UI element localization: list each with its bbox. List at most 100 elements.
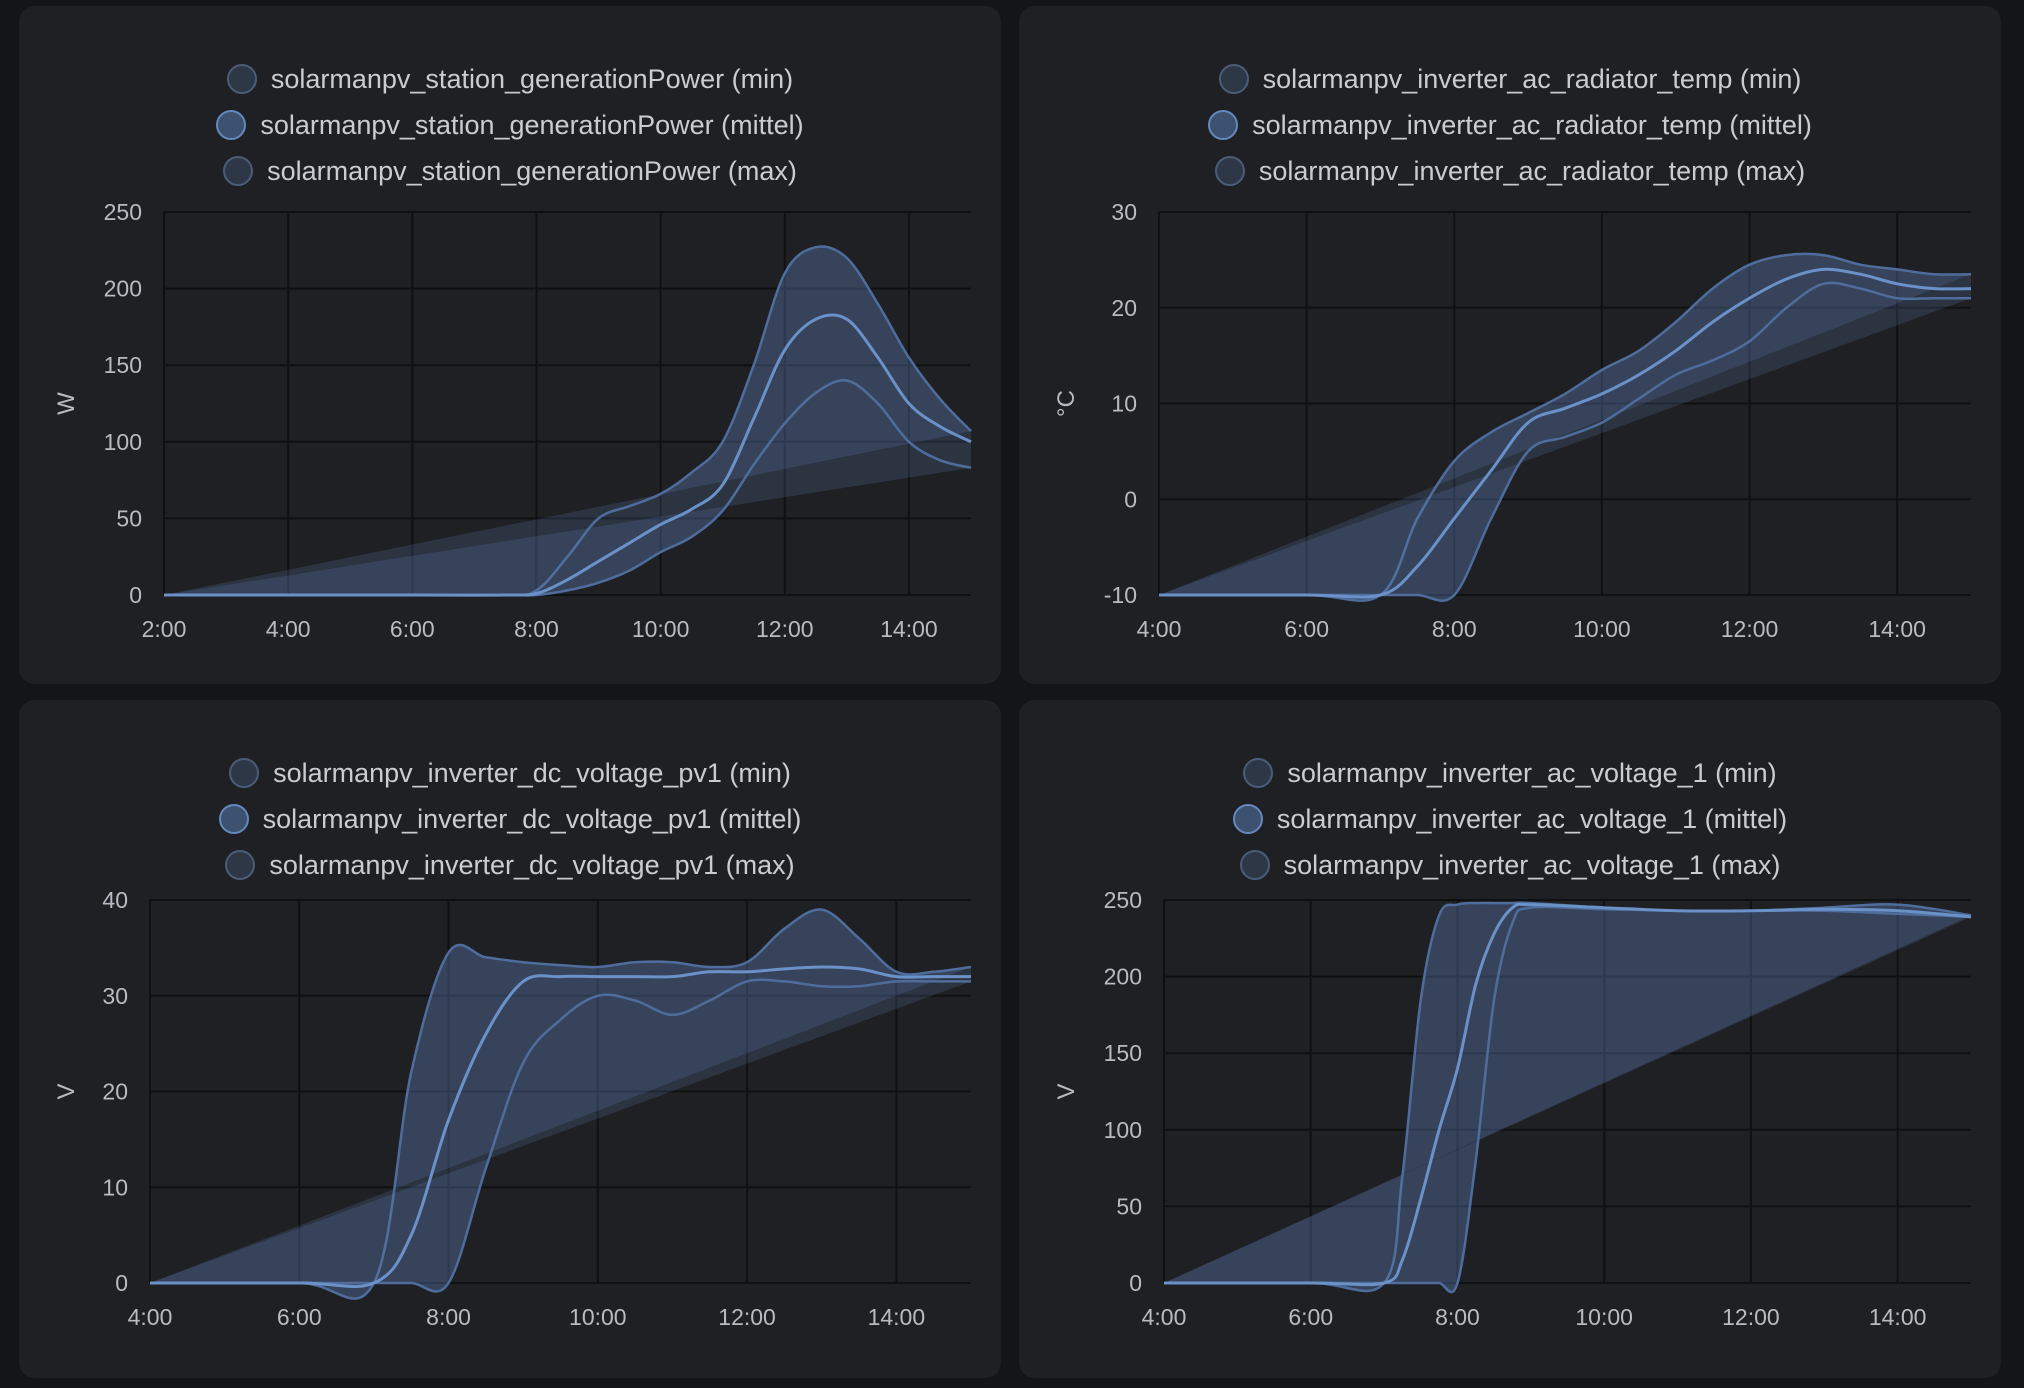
x-tick-label: 12:00 [1721,616,1779,642]
y-tick-label: 30 [1111,199,1137,225]
legend-label: solarmanpv_inverter_dc_voltage_pv1 (min) [273,757,791,788]
y-tick-label: 0 [1124,486,1137,512]
y-tick-label: 100 [104,429,142,455]
chart-plot: 0 10 20 30 40 4:00 6:00 8:00 10:00 12:00 14:00 V [53,887,972,1330]
legend-item[interactable]: solarmanpv_station_generationPower (mitt… [216,102,804,148]
series-min-line [164,378,972,597]
y-axis-label: V [1053,1083,1080,1099]
y-tick-label: 150 [104,352,142,378]
legend-item[interactable]: solarmanpv_inverter_dc_voltage_pv1 (mitt… [218,796,802,842]
legend-swatch-icon [216,110,247,140]
x-tick-label: 8:00 [1432,616,1477,642]
x-tick-label: 14:00 [868,1304,926,1330]
chart-card-ac-voltage-1: solarmanpv_inverter_ac_voltage_1 (min) so… [1019,700,2001,1378]
legend-label: solarmanpv_inverter_ac_radiator_temp (mi… [1252,109,1812,140]
chart-plot: 0 50 100 150 200 250 2:00 4:00 6:00 8:00 10:00 12:0… [53,199,972,642]
x-tick-label: 2:00 [142,616,187,642]
y-tick-label: 10 [102,1174,128,1200]
legend-item[interactable]: solarmanpv_inverter_dc_voltage_pv1 (max) [225,842,795,888]
legend-swatch-icon [226,64,257,94]
series-mittel-line [1159,267,1972,599]
x-tick-label: 8:00 [514,616,559,642]
legend-item[interactable]: solarmanpv_inverter_ac_voltage_1 (min) [1243,750,1777,796]
x-tick-label: 12:00 [718,1304,776,1330]
y-tick-label: 0 [129,582,142,608]
series-min-line [1159,281,1971,602]
y-tick-label: 40 [102,887,128,913]
y-tick-label: 10 [1111,391,1137,417]
legend-item[interactable]: solarmanpv_inverter_ac_voltage_1 (max) [1239,842,1781,888]
legend-label: solarmanpv_inverter_ac_voltage_1 (min) [1287,757,1777,788]
y-tick-label: 200 [104,276,142,302]
chart-card-radiator-temp: solarmanpv_inverter_ac_radiator_temp (mi… [1019,6,2001,684]
legend-item[interactable]: solarmanpv_inverter_dc_voltage_pv1 (min) [229,750,791,796]
x-tick-label: 4:00 [1142,1304,1187,1330]
y-axis-label: °C [1053,390,1080,417]
x-tick-label: 14:00 [1869,1304,1927,1330]
legend-item[interactable]: solarmanpv_inverter_ac_radiator_temp (mi… [1208,102,1812,148]
series-min-line [1164,905,1972,1294]
y-tick-label: -10 [1104,582,1137,608]
chart-card-generation-power: solarmanpv_station_generationPower (min)… [19,6,1001,684]
series-mittel-line [1164,902,1972,1287]
y-tick-label: 30 [102,983,128,1009]
y-tick-label: 20 [1111,295,1137,321]
x-tick-label: 4:00 [128,1304,173,1330]
legend-swatch-icon [1218,64,1249,94]
y-tick-label: 50 [1116,1193,1142,1219]
legend-label: solarmanpv_inverter_ac_voltage_1 (max) [1283,849,1781,880]
x-tick-label: 8:00 [426,1304,471,1330]
chart-plot: -10 0 10 20 30 4:00 6:00 8:00 10:00 12:00 14:00 °C [1053,199,1972,642]
legend-label: solarmanpv_station_generationPower (min) [270,63,794,94]
chart-plot: 0 50 100 150 200 250 4:00 6:00 8:00 10:00 12:00 14:… [1053,887,1972,1330]
x-tick-label: 6:00 [390,616,435,642]
legend-label: solarmanpv_inverter_dc_voltage_pv1 (mitt… [262,803,802,834]
legend-swatch-icon [1214,156,1245,186]
x-tick-label: 6:00 [1288,1304,1333,1330]
legend-swatch-icon [1239,850,1270,880]
x-tick-label: 12:00 [1722,1304,1780,1330]
series-max-line [1159,252,1972,602]
y-tick-label: 250 [104,199,142,225]
y-tick-label: 100 [1104,1117,1142,1143]
legend-label: solarmanpv_inverter_ac_voltage_1 (mittel… [1276,803,1788,834]
legend-swatch-icon [229,758,260,788]
legend-swatch-icon [218,804,249,834]
y-tick-label: 50 [116,505,142,531]
x-tick-label: 10:00 [1575,1304,1633,1330]
legend-swatch-icon [225,850,256,880]
legend: solarmanpv_inverter_dc_voltage_pv1 (min)… [19,750,1001,888]
legend-item[interactable]: solarmanpv_station_generationPower (max) [223,148,797,194]
x-tick-label: 4:00 [266,616,311,642]
legend-item[interactable]: solarmanpv_inverter_ac_voltage_1 (mittel… [1232,796,1788,842]
legend-label: solarmanpv_inverter_ac_radiator_temp (ma… [1258,155,1806,186]
x-tick-label: 4:00 [1137,616,1182,642]
legend: solarmanpv_inverter_ac_radiator_temp (mi… [1019,56,2001,194]
x-tick-label: 14:00 [880,616,938,642]
legend-swatch-icon [1243,758,1274,788]
y-tick-label: 0 [115,1270,128,1296]
series-max-line [150,908,972,1300]
y-tick-label: 250 [1104,887,1142,913]
range-band [1159,253,1971,601]
legend: solarmanpv_station_generationPower (min)… [19,56,1001,194]
series-min-line [150,978,971,1293]
legend-label: solarmanpv_inverter_ac_radiator_temp (mi… [1262,63,1802,94]
legend-swatch-icon [1232,804,1263,834]
x-tick-label: 8:00 [1435,1304,1480,1330]
legend-swatch-icon [1208,110,1239,140]
range-band [164,246,971,596]
x-tick-label: 10:00 [632,616,690,642]
y-axis-label: V [53,1083,80,1099]
y-axis-label: W [53,392,80,415]
series-mittel-line [164,313,972,597]
legend-item[interactable]: solarmanpv_inverter_ac_radiator_temp (mi… [1218,56,1802,102]
x-tick-label: 6:00 [277,1304,322,1330]
legend-label: solarmanpv_station_generationPower (max) [267,155,797,186]
x-tick-label: 12:00 [756,616,814,642]
legend-label: solarmanpv_inverter_dc_voltage_pv1 (max) [269,849,795,880]
legend-item[interactable]: solarmanpv_inverter_ac_radiator_temp (ma… [1214,148,1806,194]
y-tick-label: 150 [1104,1040,1142,1066]
legend-item[interactable]: solarmanpv_station_generationPower (min) [226,56,794,102]
